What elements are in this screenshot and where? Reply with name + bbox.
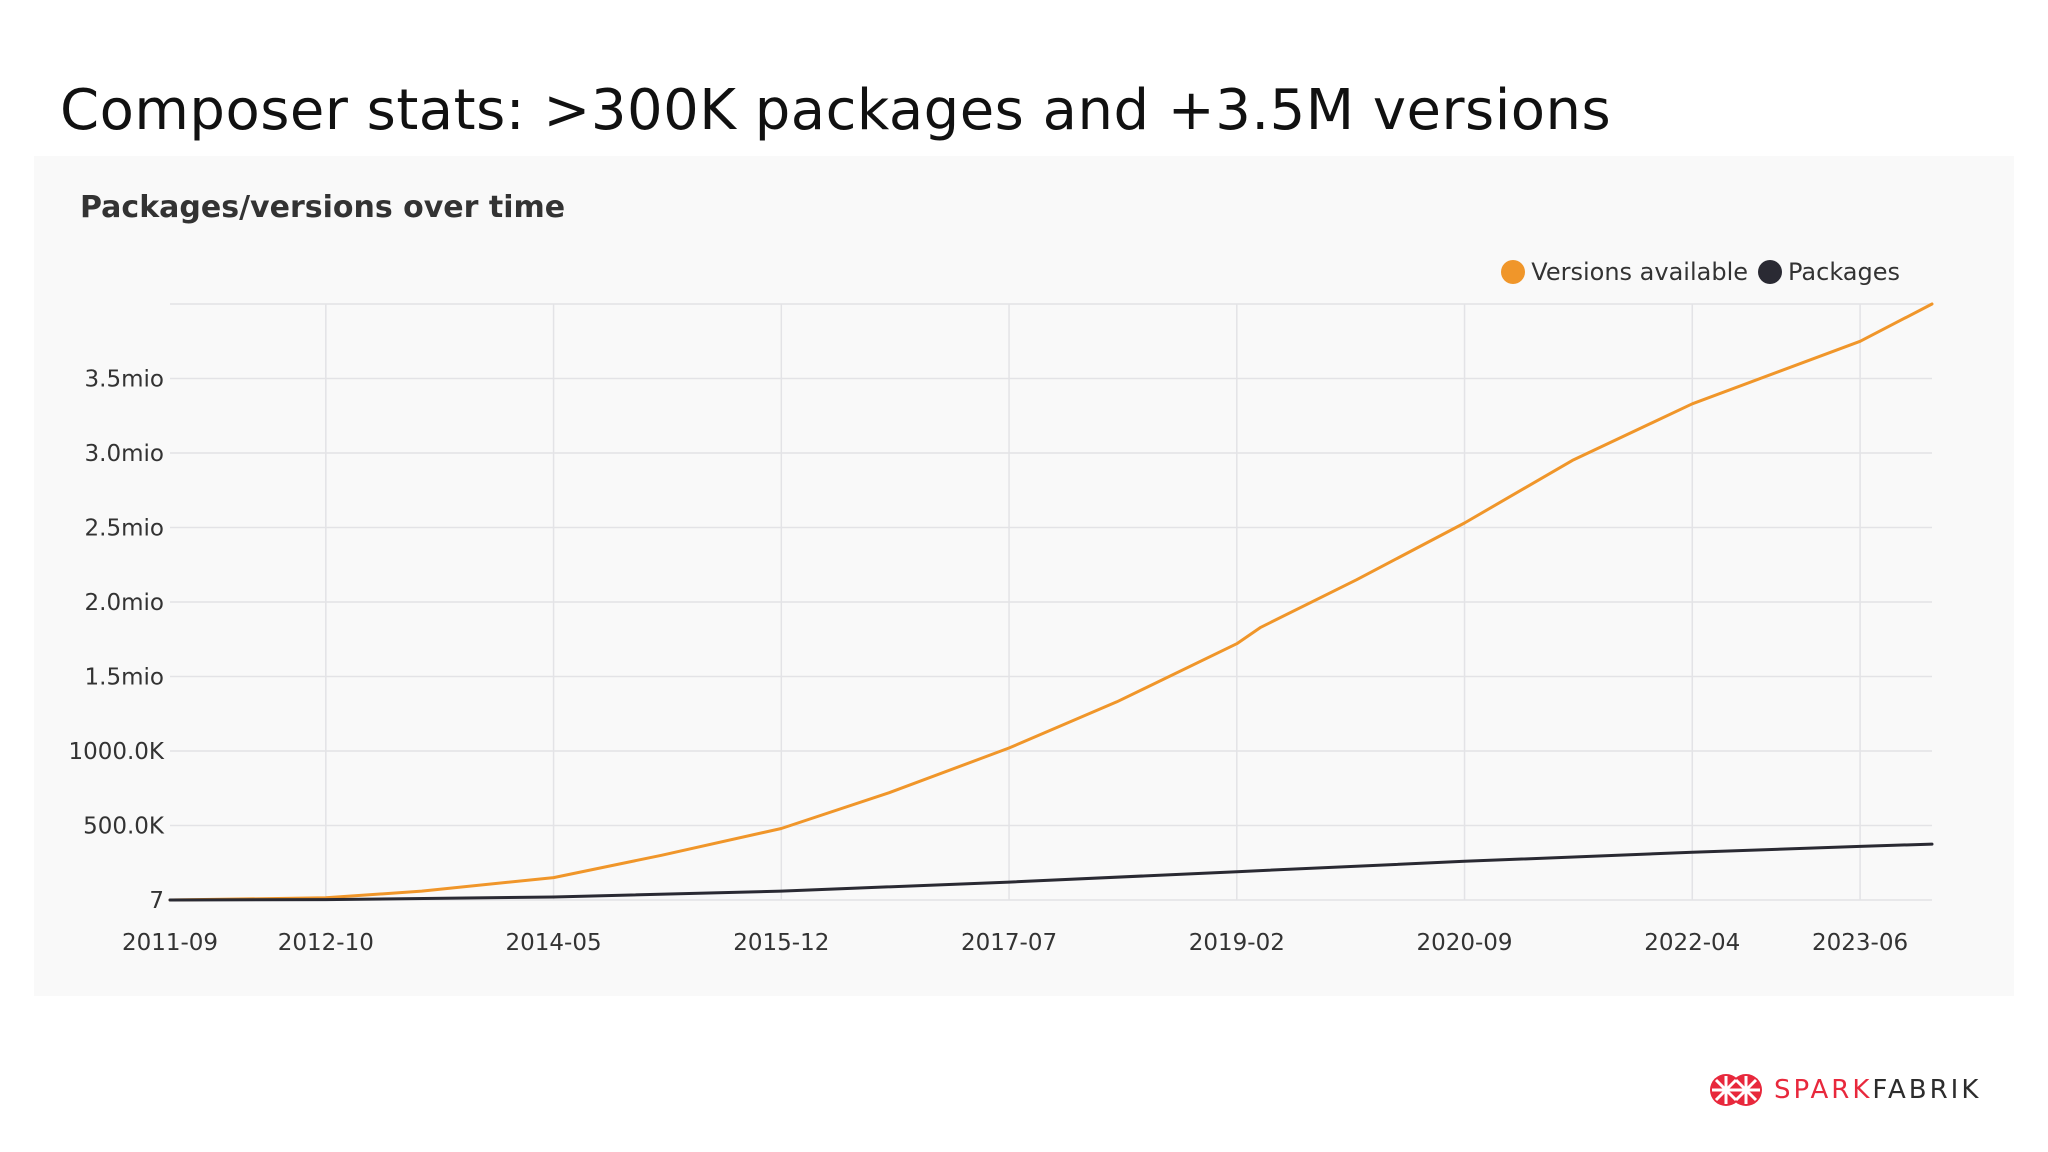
brand-logo: SPARKFABRIK [1706,1070,1981,1110]
legend-item-versions[interactable]: Versions available [1501,258,1748,286]
spark-logo-icon [1710,1074,1762,1106]
slide-title: Composer stats: >300K packages and +3.5M… [60,78,1612,143]
legend-dot-packages-icon [1758,260,1783,284]
brand-name-part1: SPARK [1774,1075,1873,1105]
chart-legend: Versions available Packages [1501,258,1900,286]
legend-item-packages[interactable]: Packages [1758,258,1900,286]
legend-label-packages: Packages [1788,258,1900,286]
legend-label-versions: Versions available [1531,258,1749,286]
chart-title: Packages/versions over time [80,190,566,225]
legend-dot-versions-icon [1501,260,1526,284]
brand-name-part2: FABRIK [1872,1075,1982,1105]
